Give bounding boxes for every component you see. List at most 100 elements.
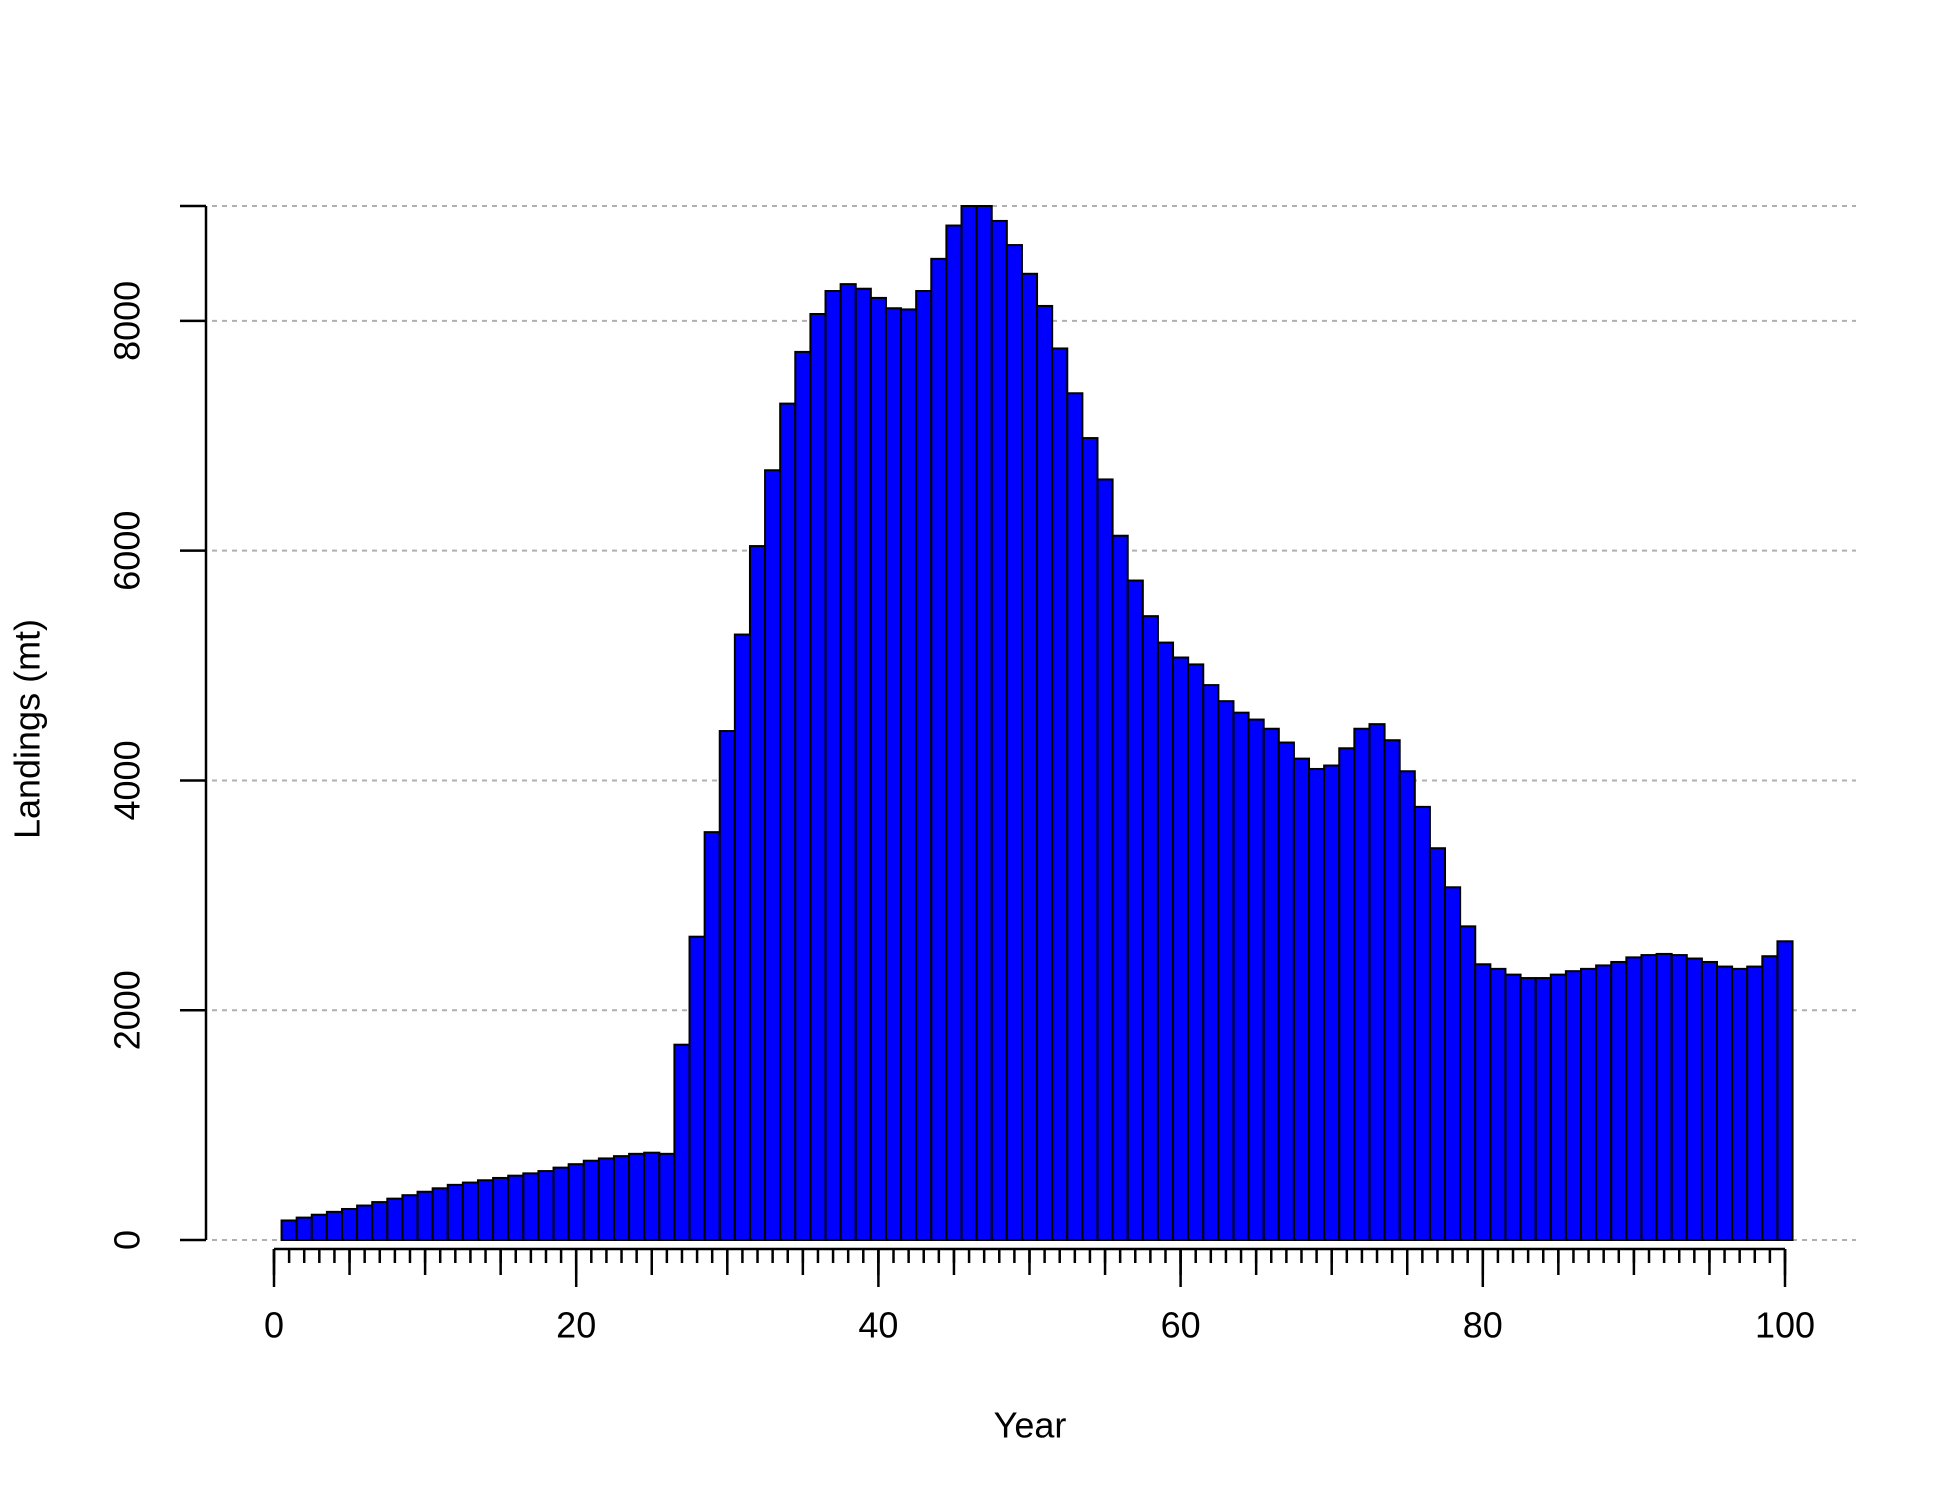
bar (416, 1190, 434, 1242)
bar (1247, 718, 1265, 1241)
bar (1655, 952, 1673, 1242)
bar (1549, 973, 1567, 1242)
y-tick-label: 4000 (107, 740, 148, 820)
bar (295, 1216, 313, 1242)
bar (1081, 437, 1099, 1241)
bar (356, 1204, 374, 1241)
bar (371, 1201, 389, 1242)
x-tick-label: 60 (1161, 1305, 1201, 1346)
bar (1761, 955, 1779, 1241)
x-tick-label: 0 (264, 1305, 284, 1346)
bar (1308, 767, 1326, 1241)
x-tick-label: 80 (1463, 1305, 1503, 1346)
bar (1685, 957, 1703, 1241)
bar (431, 1187, 449, 1242)
bar (1580, 967, 1598, 1242)
bar (1020, 272, 1039, 1242)
bar (1398, 770, 1416, 1242)
bar (310, 1213, 328, 1242)
bar (1338, 747, 1356, 1242)
bar (492, 1176, 510, 1241)
bar (1292, 757, 1311, 1241)
bar (537, 1170, 555, 1241)
bar (884, 307, 903, 1241)
bar (1172, 656, 1190, 1241)
bar (1051, 347, 1069, 1241)
x-tick-label: 20 (556, 1305, 596, 1346)
bar (794, 350, 812, 1241)
bar (1459, 925, 1477, 1241)
bar (809, 312, 827, 1241)
bar (1202, 684, 1220, 1241)
bar (1564, 970, 1583, 1241)
bar (1066, 392, 1084, 1242)
bar (1776, 940, 1794, 1241)
bar (522, 1172, 540, 1242)
bar (1519, 977, 1537, 1241)
bar (673, 1043, 691, 1241)
bar (1262, 727, 1280, 1241)
bar (461, 1181, 479, 1241)
bar (280, 1219, 298, 1241)
bar (1111, 534, 1129, 1241)
y-tick-label: 8000 (107, 281, 148, 361)
bar (1187, 663, 1205, 1241)
bar (930, 257, 948, 1241)
bar (824, 290, 842, 1242)
bar (1504, 973, 1522, 1242)
bar (703, 831, 721, 1242)
bar (1640, 954, 1658, 1241)
bar (643, 1151, 661, 1241)
bar (688, 935, 706, 1242)
bar (1096, 478, 1114, 1241)
bar (990, 219, 1008, 1242)
bar (960, 205, 978, 1241)
bar (1277, 741, 1295, 1242)
bar (718, 730, 736, 1241)
bar (1036, 304, 1054, 1242)
bar (1126, 579, 1144, 1241)
bar (1232, 711, 1250, 1241)
bar (582, 1159, 600, 1242)
bar (507, 1174, 525, 1242)
bar (733, 633, 751, 1241)
bar (325, 1210, 343, 1241)
bar (1413, 805, 1431, 1241)
y-tick-label: 6000 (107, 511, 148, 591)
bar (915, 290, 933, 1242)
bar (1005, 244, 1023, 1242)
y-axis-label: Landings (mt) (7, 619, 48, 839)
bar (386, 1197, 404, 1242)
bar (748, 545, 767, 1241)
bar (1716, 965, 1734, 1241)
bar (900, 308, 918, 1241)
bar (839, 283, 857, 1241)
x-axis-label: Year (994, 1405, 1067, 1446)
bar (340, 1207, 359, 1241)
bar (1353, 727, 1371, 1241)
bar (1731, 967, 1749, 1242)
x-tick-label: 40 (858, 1305, 898, 1346)
bar (779, 402, 797, 1241)
bar (1383, 739, 1401, 1241)
bar (1489, 967, 1507, 1242)
bar (628, 1152, 646, 1242)
bar (401, 1194, 419, 1242)
bar (1156, 641, 1175, 1241)
x-tick-label: 100 (1755, 1305, 1815, 1346)
bar (1625, 956, 1643, 1242)
bar (1670, 954, 1688, 1241)
bar (1595, 964, 1613, 1241)
bar (1141, 615, 1159, 1241)
bar (975, 205, 993, 1241)
bar (1323, 764, 1341, 1242)
bar (854, 287, 872, 1242)
bar (612, 1155, 631, 1241)
bar (1428, 847, 1447, 1241)
bar (1610, 960, 1628, 1241)
bar (1444, 886, 1462, 1242)
bar (945, 224, 963, 1241)
y-tick-label: 0 (107, 1230, 148, 1250)
bar (1368, 723, 1386, 1241)
